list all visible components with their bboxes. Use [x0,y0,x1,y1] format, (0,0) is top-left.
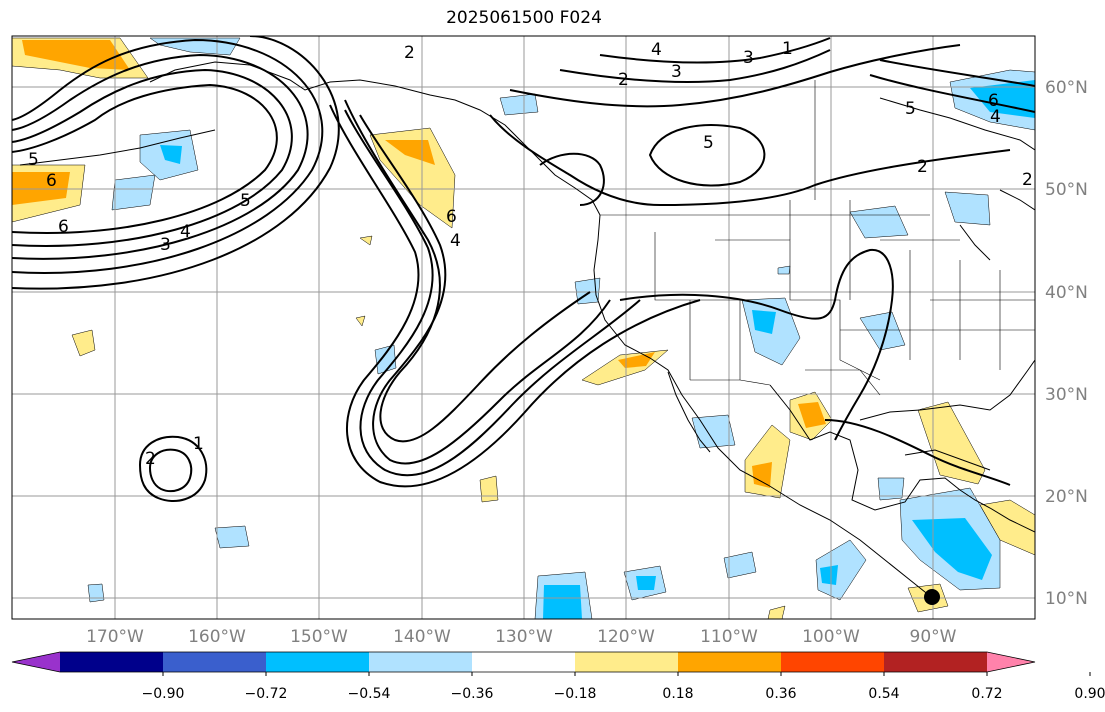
colorbar-tick-label: −0.72 [245,686,288,702]
colorbar-segment [781,652,885,672]
location-marker [924,589,940,605]
contour-label: 1 [782,39,793,59]
contour-label: 2 [917,157,928,177]
lon-label: 160°W [188,627,246,647]
colorbar-ticks: −0.90 −0.72 −0.54 −0.36 −0.18 0.18 0.36 0.54 0.7… [142,672,1105,702]
lat-label: 40°N [1045,283,1088,303]
colorbar-tick-label: −0.90 [142,686,185,702]
colorbar-tick-label: −0.54 [348,686,391,702]
contour-label: 4 [450,231,461,251]
colorbar-segment [678,652,782,672]
contour-label: 4 [651,40,662,60]
lat-label: 30°N [1045,385,1088,405]
contour-label: 2 [145,449,156,469]
contour-label: 5 [905,99,916,119]
colorbar-tick-label: 0.90 [1074,686,1105,702]
colorbar-extend-low [12,652,60,672]
colorbar-segment [472,652,576,672]
contour-label: 3 [743,48,754,68]
lon-label: 120°W [597,627,655,647]
contour-lines [12,36,1035,502]
contour-label: 2 [1022,170,1033,190]
lon-label: 100°W [802,627,860,647]
contour-label: 5 [703,133,714,153]
lon-label: 170°W [86,627,144,647]
colorbar-outline [11,651,1036,673]
lon-label: 110°W [700,627,758,647]
shaded-anomaly-field [12,37,1035,619]
contour-label: 3 [671,62,682,82]
longitude-labels: 170°W 160°W 150°W 140°W 130°W 120°W 110°… [86,627,957,647]
contour-label: 6 [58,217,69,237]
contour-label: 1 [193,434,204,454]
lat-label: 50°N [1045,180,1088,200]
contour-labels: 2 4 3 1 2 3 2 5 6 4 5 2 5 6 6 4 3 5 6 4 … [28,39,1033,469]
colorbar-segment [163,652,267,672]
lon-label: 150°W [290,627,348,647]
colorbar-tick-label: 0.72 [971,686,1002,702]
lon-label: 90°W [910,627,957,647]
lon-label: 130°W [495,627,553,647]
contour-label: 6 [988,91,999,111]
colorbar-tick-label: −0.36 [451,686,494,702]
colorbar-tick-label: 0.54 [868,686,899,702]
colorbar-segment [266,652,370,672]
lon-label: 140°W [393,627,451,647]
colorbar-tick-label: 0.36 [765,686,796,702]
contour-label: 3 [160,235,171,255]
coastlines [19,61,1035,601]
contour-label: 4 [990,107,1001,127]
colorbar-segment [575,652,679,672]
contour-label: 2 [404,43,415,63]
latitude-labels: 60°N 50°N 40°N 30°N 20°N 10°N [1045,78,1088,609]
colorbar-segment [60,652,164,672]
colorbar-extend-high [987,652,1035,672]
contour-label: 5 [28,150,39,170]
contour-label: 4 [180,222,191,242]
colorbar-segment [369,652,473,672]
lat-label: 20°N [1045,487,1088,507]
map-title: 2025061500 F024 [446,8,602,28]
lat-label: 10°N [1045,589,1088,609]
contour-label: 6 [446,207,457,227]
colorbar-tick-label: −0.18 [554,686,597,702]
contour-label: 5 [240,191,251,211]
lat-label: 60°N [1045,78,1088,98]
colorbar-segment [884,652,988,672]
colorbar-tick-label: 0.18 [662,686,693,702]
map-frame [11,35,1036,620]
contour-label: 6 [46,171,57,191]
colorbar [11,651,1036,673]
contour-label: 2 [618,70,629,90]
